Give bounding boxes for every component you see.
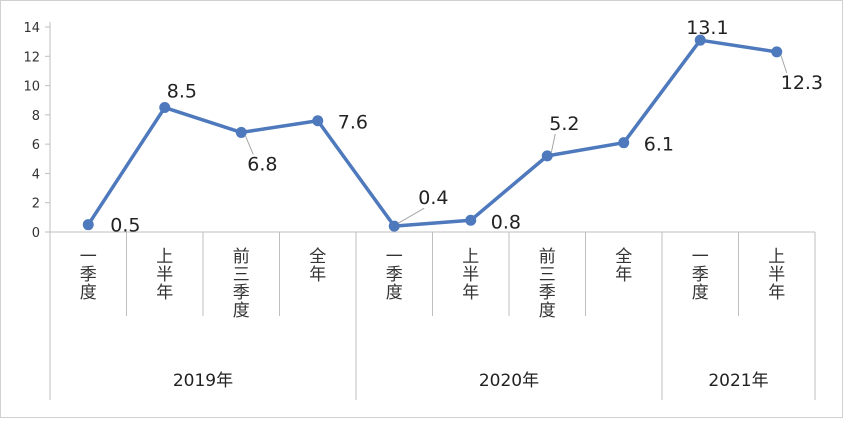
data-label: 0.5: [110, 215, 140, 237]
x-group-label: 2019年: [173, 371, 233, 391]
y-tick-label: 6: [32, 138, 40, 153]
data-label: 12.3: [781, 72, 823, 94]
data-label-leader: [244, 135, 254, 155]
data-label: 0.4: [418, 187, 448, 209]
x-category-label: 前三季度: [233, 247, 250, 321]
data-point-marker: [618, 137, 630, 149]
data-point-marker: [541, 150, 553, 162]
data-label-leader: [398, 207, 425, 224]
x-category-label: 全年: [615, 247, 632, 285]
series-line: [86, 38, 779, 228]
x-category-label: 一季度: [386, 247, 403, 303]
x-category-label: 一季度: [692, 247, 709, 303]
y-tick-label: 10: [23, 80, 40, 95]
data-point-marker: [235, 126, 247, 138]
x-category-label: 上半年: [768, 247, 785, 303]
x-group-label: 2021年: [708, 371, 768, 391]
data-label: 6.8: [247, 153, 277, 175]
data-label: 6.1: [644, 134, 674, 156]
data-point-marker: [694, 34, 706, 46]
data-label: 8.5: [167, 81, 197, 103]
data-point-marker: [159, 102, 171, 114]
data-label-leader: [780, 54, 788, 74]
y-tick-label: 4: [32, 167, 40, 182]
x-group-label: 2020年: [479, 371, 539, 391]
x-category-label: 前三季度: [539, 247, 556, 321]
data-label-leader: [550, 133, 556, 153]
x-category-label: 全年: [309, 247, 326, 285]
data-label: 5.2: [549, 113, 579, 135]
data-point-marker: [771, 46, 783, 58]
y-tick-label: 8: [32, 109, 40, 124]
y-tick-label: 0: [32, 226, 40, 241]
data-point-marker: [465, 214, 477, 226]
y-tick-label: 14: [23, 21, 40, 36]
data-label: 0.8: [491, 211, 521, 233]
data-point-marker: [82, 219, 94, 231]
x-category-label: 上半年: [462, 247, 479, 303]
x-category-label: 上半年: [156, 247, 173, 303]
data-point-marker: [312, 115, 324, 127]
x-category-label: 一季度: [80, 247, 97, 303]
y-tick-label: 12: [23, 50, 40, 65]
data-label: 7.6: [338, 112, 368, 134]
data-label: 13.1: [686, 17, 728, 39]
y-tick-label: 2: [32, 197, 40, 212]
data-point-marker: [388, 220, 400, 232]
